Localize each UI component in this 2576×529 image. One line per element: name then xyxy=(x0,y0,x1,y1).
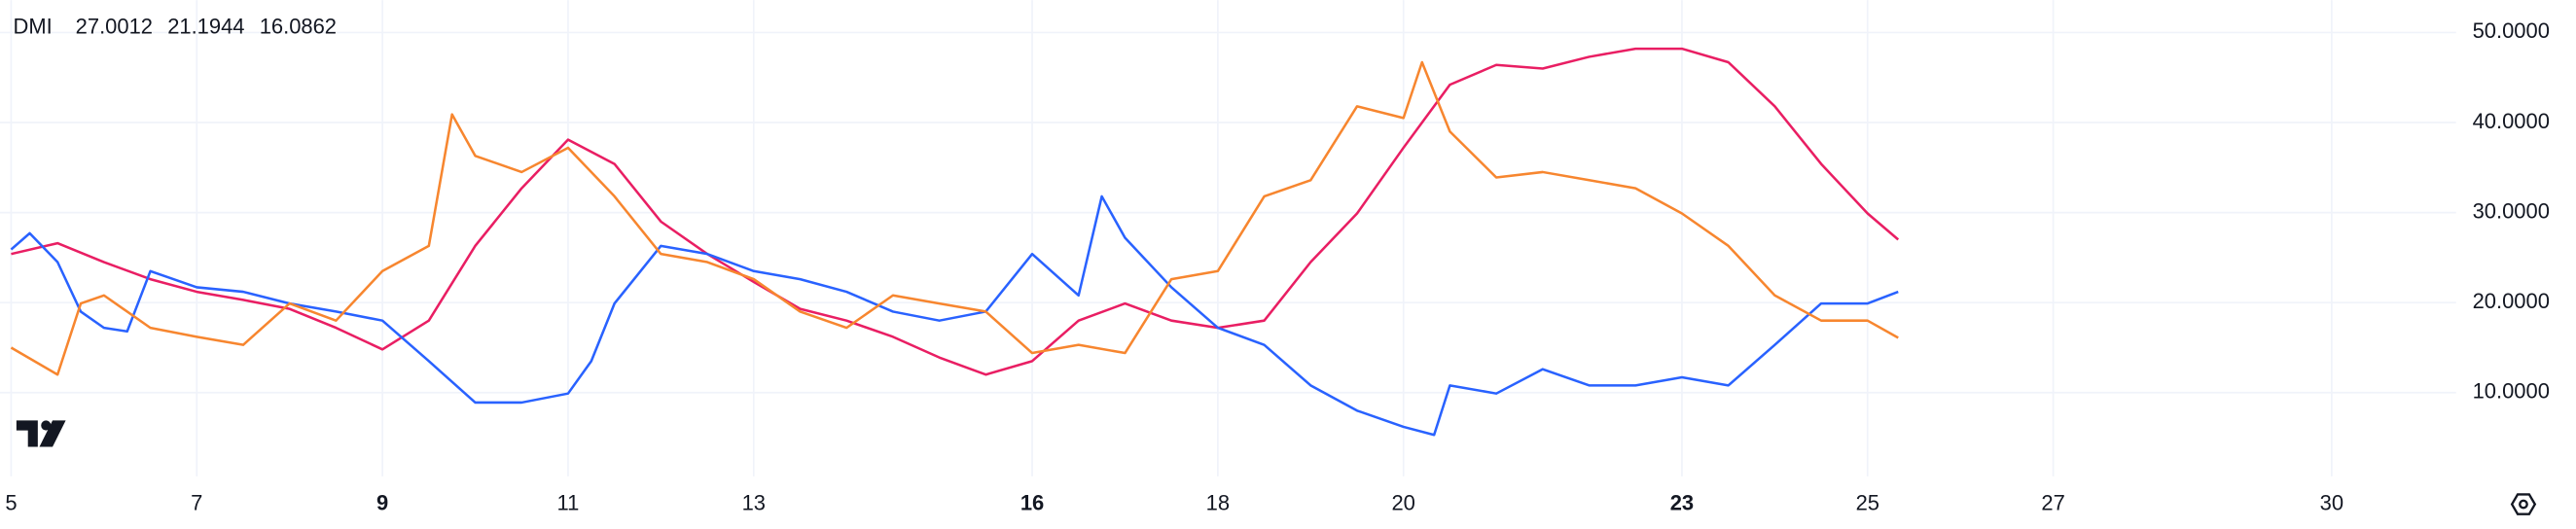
x-tick-label: 25 xyxy=(1856,490,1879,514)
x-tick-label: 27 xyxy=(2041,490,2064,514)
legend-title: DMI xyxy=(14,15,53,39)
y-tick-label: 10.0000 xyxy=(2473,379,2550,404)
x-tick-label: 20 xyxy=(1391,490,1414,514)
settings-button[interactable] xyxy=(2510,493,2537,515)
y-tick-label: 50.0000 xyxy=(2473,18,2550,43)
x-tick-label: 13 xyxy=(742,490,766,514)
legend-value: 21.1944 xyxy=(167,15,244,39)
x-tick-label: 18 xyxy=(1206,490,1230,514)
y-tick-label: 30.0000 xyxy=(2473,198,2550,223)
x-tick-label: 9 xyxy=(376,490,388,514)
series-line xyxy=(10,194,1899,437)
grid: 10.0000 20.0000 30.0000 40.0000 50.0000 5 7 9 11… xyxy=(0,0,2550,514)
legend-value: 16.0862 xyxy=(260,15,337,39)
x-tick-label: 16 xyxy=(1020,490,1044,514)
x-tick-label: 5 xyxy=(5,490,17,514)
series-line xyxy=(11,47,1900,376)
x-tick-label: 30 xyxy=(2320,490,2343,514)
series-line xyxy=(10,60,1899,376)
y-tick-label: 40.0000 xyxy=(2473,109,2550,133)
plot xyxy=(10,47,1900,437)
legend-value: 27.0012 xyxy=(76,15,153,39)
tradingview-logo xyxy=(16,420,66,447)
legend: DMI 27.0012 21.1944 16.0862 xyxy=(14,15,338,39)
x-tick-label: 7 xyxy=(191,490,202,514)
y-tick-label: 20.0000 xyxy=(2473,289,2550,313)
x-tick-label: 23 xyxy=(1670,490,1694,514)
x-tick-label: 11 xyxy=(557,490,580,514)
